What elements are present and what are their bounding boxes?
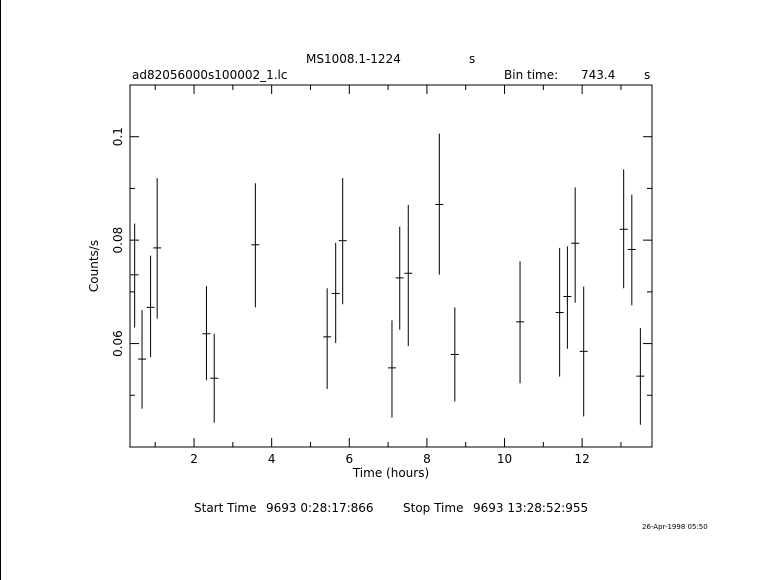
data-point <box>387 320 396 418</box>
data-point <box>516 261 525 384</box>
data-point <box>435 133 444 275</box>
bin-time-label: Bin time: <box>504 68 558 82</box>
start-time-label: Start Time <box>194 501 257 515</box>
data-point <box>251 183 260 308</box>
plot-frame <box>129 84 653 448</box>
data-point <box>619 169 628 289</box>
x-tick-label: 6 <box>345 452 353 466</box>
data-point <box>579 286 588 417</box>
data-point <box>210 333 219 423</box>
file-name: ad82056000s100002_1.lc <box>132 68 288 82</box>
stop-time-value: 9693 13:28:52:955 <box>473 501 588 515</box>
data-point <box>555 247 564 377</box>
data-point <box>450 307 459 402</box>
object-name: MS1008.1-1224 <box>306 52 401 66</box>
data-point <box>323 288 332 390</box>
x-tick-label: 8 <box>423 452 431 466</box>
x-tick-label: 12 <box>575 452 590 466</box>
plot-timestamp: 26-Apr-1998 05:50 <box>642 523 708 531</box>
data-point <box>563 246 572 349</box>
data-point <box>338 178 347 305</box>
stop-time-label: Stop Time <box>403 501 463 515</box>
axis-tick-labels: 2 4 6 8 10 12 0.06 0.08 0.1 <box>111 127 590 466</box>
data-point <box>636 328 645 425</box>
data-point <box>202 286 211 381</box>
data-point <box>571 187 580 303</box>
axis-ticks <box>130 84 652 448</box>
object-unit: s <box>469 52 475 66</box>
data-point <box>130 223 139 328</box>
data-point <box>146 255 155 358</box>
data-point <box>627 194 636 306</box>
data-point <box>404 204 413 347</box>
y-tick-label: 0.08 <box>111 227 125 254</box>
x-axis-label: Time (hours) <box>352 466 429 480</box>
data-points <box>130 133 645 425</box>
y-tick-label: 0.1 <box>111 127 125 146</box>
x-tick-label: 4 <box>268 452 276 466</box>
start-time-value: 9693 0:28:17:866 <box>266 501 374 515</box>
bin-time-value: 743.4 <box>581 68 615 82</box>
data-point <box>331 242 340 344</box>
left-border <box>0 0 1 580</box>
y-axis-label: Counts/s <box>87 240 101 292</box>
y-tick-label: 0.06 <box>111 330 125 357</box>
x-tick-label: 2 <box>190 452 198 466</box>
bin-time-unit: s <box>644 68 650 82</box>
data-point <box>138 309 147 409</box>
data-point <box>395 226 404 330</box>
x-tick-label: 10 <box>497 452 512 466</box>
data-point <box>153 178 162 319</box>
